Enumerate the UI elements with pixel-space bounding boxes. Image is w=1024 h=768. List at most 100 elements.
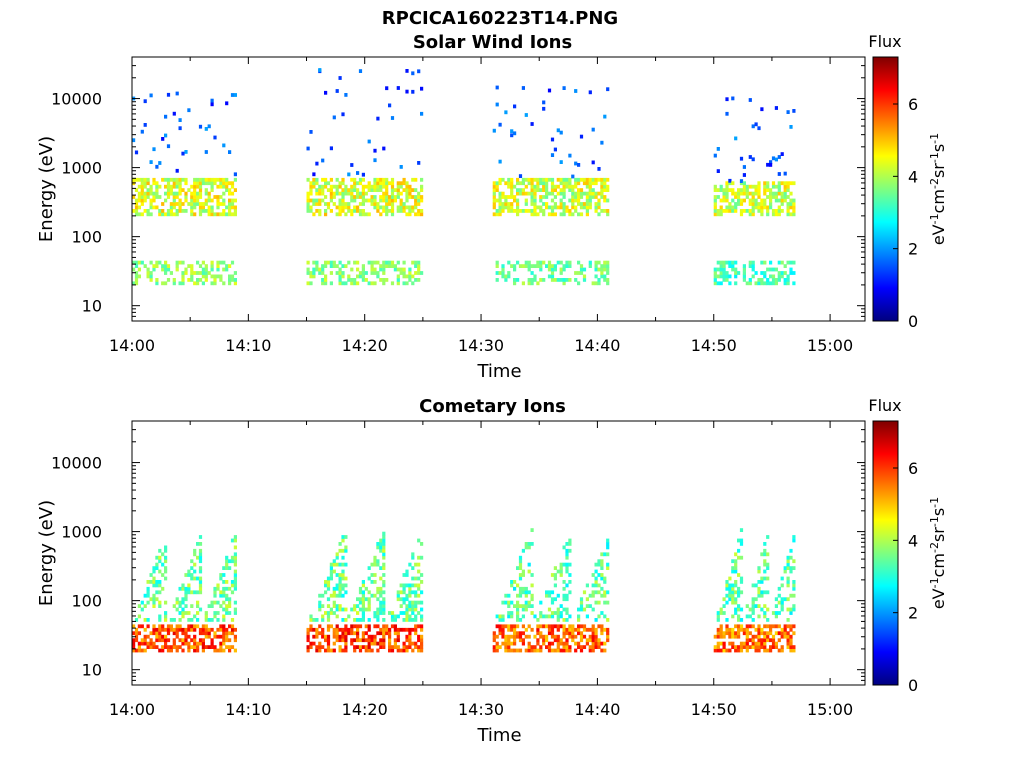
flux-cell [603, 627, 607, 632]
flux-cell [385, 260, 389, 265]
flux-cell [326, 614, 331, 619]
flux-cell [181, 274, 185, 279]
flux-cell [338, 198, 342, 203]
flux-cell [542, 278, 546, 282]
flux-cell [187, 202, 191, 206]
flux-cell [312, 641, 316, 646]
flux-cell [181, 278, 185, 282]
flux-cell [335, 177, 339, 182]
flux-cell [373, 205, 377, 210]
flux-cell [184, 195, 188, 199]
flux-cell [737, 188, 741, 192]
flux-cell [417, 267, 421, 272]
flux-cell [565, 181, 569, 186]
flux-cell [399, 583, 403, 588]
flux-cell [149, 198, 153, 203]
flux-cell [193, 590, 197, 595]
flux-cell [501, 195, 505, 199]
flux-cell [382, 195, 386, 199]
flux-cell [204, 271, 208, 275]
flux-cell [385, 177, 389, 182]
flux-cell [606, 618, 610, 622]
flux-cell [225, 205, 229, 210]
flux-cell [344, 607, 348, 612]
flux-cell [550, 198, 555, 203]
flux-cell [210, 260, 214, 265]
flux-cell [379, 267, 383, 272]
flux-cell [155, 631, 159, 636]
flux-cell [737, 538, 741, 543]
flux-cell [792, 586, 796, 591]
flux-cell [190, 274, 194, 279]
flux-cell [370, 573, 374, 577]
flux-cell [370, 634, 374, 639]
flux-cell [751, 624, 755, 629]
flux-cell [603, 198, 607, 203]
flux-cell [417, 191, 421, 196]
flux-cell [344, 648, 348, 653]
flux-cell [335, 593, 339, 598]
flux-cell [737, 271, 741, 275]
flux-cell [172, 191, 176, 196]
flux-cell [379, 195, 383, 199]
flux-cell [562, 580, 566, 584]
flux-cell [376, 545, 380, 550]
flux-cell [373, 624, 377, 629]
flux-cell [233, 552, 237, 557]
flux-cell [411, 89, 415, 94]
flux-cell [495, 641, 499, 646]
flux-cell [356, 611, 360, 615]
flux-cell [603, 260, 607, 265]
flux-cell [158, 569, 162, 574]
flux-cell [556, 624, 560, 629]
flux-cell [198, 590, 203, 595]
flux-cell [516, 614, 520, 619]
flux-cell [341, 555, 345, 560]
flux-cell [233, 607, 237, 612]
flux-cell [760, 212, 764, 217]
flux-cell [550, 614, 555, 619]
flux-cell [588, 90, 592, 95]
flux-cell [225, 607, 229, 612]
flux-cell [725, 111, 729, 116]
flux-cell [152, 566, 156, 570]
flux-cell [524, 209, 528, 213]
flux-cell [516, 278, 520, 282]
flux-cell [388, 195, 392, 199]
flux-cell [367, 634, 371, 639]
flux-cell [577, 177, 581, 182]
flux-cell [789, 267, 793, 272]
flux-cell [178, 181, 182, 186]
flux-cell [719, 607, 723, 612]
flux-cell [568, 188, 572, 192]
flux-cell [731, 641, 735, 646]
flux-cell [146, 624, 150, 629]
flux-cell [187, 641, 191, 646]
flux-cell [132, 645, 136, 649]
flux-cell [582, 607, 587, 612]
flux-cell [385, 181, 389, 186]
flux-cell [492, 195, 496, 199]
flux-cell [769, 267, 773, 272]
flux-cell [760, 271, 764, 275]
flux-cell [725, 624, 729, 629]
flux-cell [158, 580, 162, 584]
flux-cell [594, 576, 598, 581]
flux-cell [742, 267, 746, 272]
flux-cell [385, 195, 389, 199]
flux-cell [748, 155, 752, 159]
flux-cell [134, 212, 139, 217]
flux-cell [553, 566, 557, 570]
flux-cell [134, 205, 139, 210]
flux-cell [716, 614, 720, 619]
flux-cell [190, 267, 194, 272]
flux-cell [230, 184, 235, 189]
flux-cell [335, 562, 339, 567]
flux-cell [734, 566, 738, 570]
flux-cell [385, 209, 389, 213]
flux-cell [597, 281, 601, 286]
flux-cell [198, 212, 203, 217]
flux-cell [143, 641, 147, 646]
flux-cell [335, 555, 339, 560]
flux-cell [754, 604, 758, 608]
